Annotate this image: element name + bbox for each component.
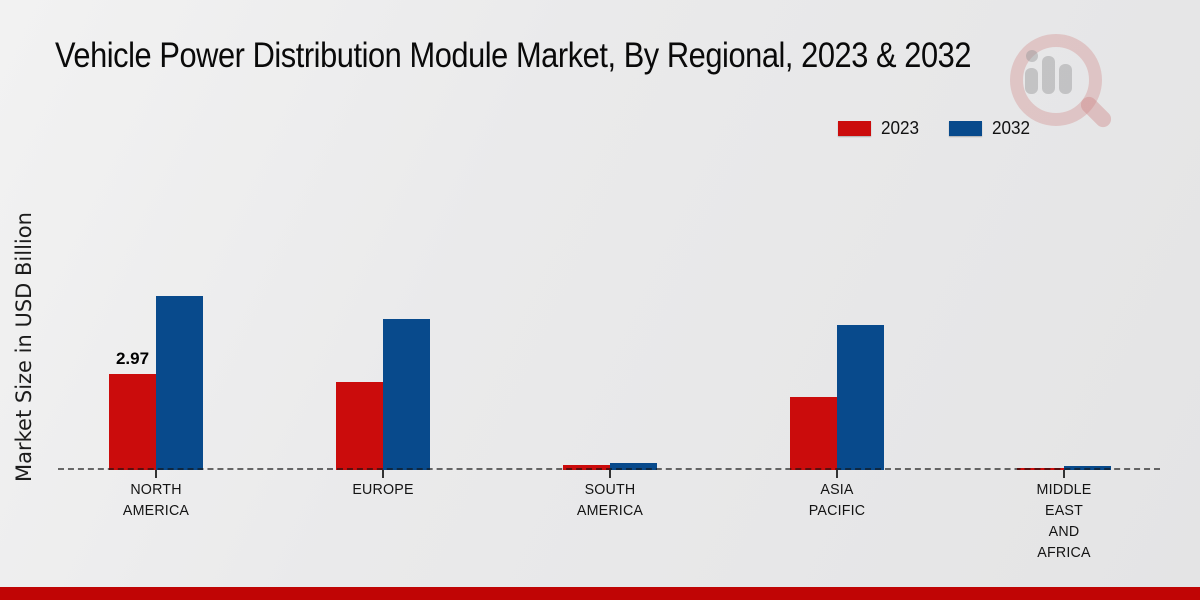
brand-watermark	[1000, 18, 1130, 138]
legend-swatch-2023	[838, 121, 871, 136]
bar-2023-asia-pacific	[790, 397, 837, 470]
footer-accent-bar	[0, 587, 1200, 600]
category-label: EUROPE	[352, 481, 414, 498]
logo-dot-icon	[1026, 50, 1038, 62]
legend-item-2032: 2032	[949, 118, 1032, 139]
x-axis-baseline	[58, 468, 1160, 470]
bar-2032-south-america	[610, 463, 657, 470]
category-label: SOUTH AMERICA	[576, 481, 644, 519]
x-axis-tick	[1063, 470, 1065, 478]
x-axis-tick	[836, 470, 838, 478]
legend-swatch-2032	[949, 121, 983, 136]
bar-2023-europe	[336, 382, 383, 470]
category-label: NORTH AMERICA	[122, 481, 190, 519]
bar-2032-europe	[383, 319, 430, 470]
x-axis-tick	[609, 470, 611, 478]
bar-value-label: 2.97	[115, 349, 150, 368]
bar-2023-north-america	[109, 374, 156, 470]
logo-bar-icon	[1042, 56, 1055, 94]
legend-item-2023: 2023	[838, 118, 921, 139]
legend-label-2032: 2032	[992, 118, 1031, 138]
chart-title: Vehicle Power Distribution Module Market…	[55, 36, 972, 75]
legend-label-2023: 2023	[881, 118, 920, 138]
bar-2023-south-america	[563, 465, 610, 470]
logo-bar-icon	[1025, 68, 1038, 94]
x-axis-tick	[382, 470, 384, 478]
bar-2032-asia-pacific	[837, 325, 884, 470]
x-axis-tick	[155, 470, 157, 478]
bar-2032-north-america	[156, 296, 203, 470]
logo-bar-icon	[1059, 64, 1072, 94]
category-label: MIDDLE EAST AND AFRICA	[1036, 481, 1092, 561]
legend: 2023 2032	[838, 118, 1032, 139]
category-label: ASIA PACIFIC	[808, 481, 866, 519]
